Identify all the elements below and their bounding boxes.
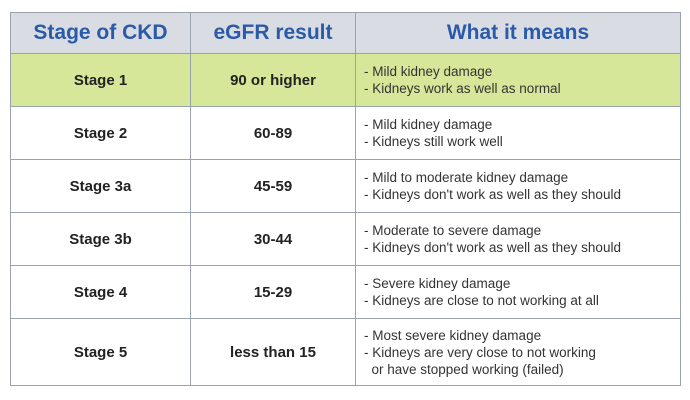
table-row-stage-2: Stage 2 60-89 - Mild kidney damage - Kid…	[10, 106, 681, 160]
stage-cell: Stage 3a	[10, 159, 191, 213]
stage-cell: Stage 5	[10, 318, 191, 386]
meaning-line: - Kidneys are very close to not working	[364, 344, 596, 360]
table-row-stage-3b: Stage 3b 30-44 - Moderate to severe dama…	[10, 212, 681, 266]
table-row-stage-4: Stage 4 15-29 - Severe kidney damage - K…	[10, 265, 681, 319]
meaning-line: - Moderate to severe damage	[364, 223, 542, 238]
egfr-cell: less than 15	[190, 318, 356, 386]
meaning-line: - Severe kidney damage	[364, 276, 511, 291]
meaning-cell: - Mild kidney damage - Kidneys work as w…	[355, 53, 681, 107]
meaning-cell: - Severe kidney damage - Kidneys are clo…	[355, 265, 681, 319]
meaning-cell: - Moderate to severe damage - Kidneys do…	[355, 212, 681, 266]
meaning-cell: - Mild to moderate kidney damage - Kidne…	[355, 159, 681, 213]
egfr-cell: 45-59	[190, 159, 356, 213]
stage-cell: Stage 3b	[10, 212, 191, 266]
table-header-row: Stage of CKD eGFR result What it means	[10, 12, 681, 54]
meaning-line: - Kidneys work as well as normal	[364, 81, 561, 96]
egfr-cell: 60-89	[190, 106, 356, 160]
table-row-stage-5: Stage 5 less than 15 - Most severe kidne…	[10, 318, 681, 386]
meaning-line: - Mild kidney damage	[364, 64, 493, 79]
header-egfr: eGFR result	[190, 12, 356, 54]
egfr-cell: 30-44	[190, 212, 356, 266]
header-stage: Stage of CKD	[10, 12, 191, 54]
meaning-line: - Kidneys are close to not working at al…	[364, 293, 599, 308]
meaning-cell: - Mild kidney damage - Kidneys still wor…	[355, 106, 681, 160]
ckd-table-container: Stage of CKD eGFR result What it means S…	[10, 12, 681, 390]
meaning-line: - Mild kidney damage	[364, 117, 493, 132]
egfr-cell: 90 or higher	[190, 53, 356, 107]
stage-cell: Stage 1	[10, 53, 191, 107]
table-row-stage-3a: Stage 3a 45-59 - Mild to moderate kidney…	[10, 159, 681, 213]
egfr-cell: 15-29	[190, 265, 356, 319]
table-row-stage-1: Stage 1 90 or higher - Mild kidney damag…	[10, 53, 681, 107]
meaning-line: or have stopped working (failed)	[364, 361, 564, 377]
stage-cell: Stage 4	[10, 265, 191, 319]
meaning-line: - Kidneys don't work as well as they sho…	[364, 240, 621, 255]
meaning-line: - Kidneys don't work as well as they sho…	[364, 187, 621, 202]
meaning-line: - Most severe kidney damage	[364, 327, 542, 343]
header-meaning: What it means	[355, 12, 681, 54]
meaning-cell: - Most severe kidney damage - Kidneys ar…	[355, 318, 681, 386]
meaning-line: - Kidneys still work well	[364, 134, 503, 149]
ckd-stages-table: Stage of CKD eGFR result What it means S…	[10, 12, 681, 386]
stage-cell: Stage 2	[10, 106, 191, 160]
meaning-line: - Mild to moderate kidney damage	[364, 170, 569, 185]
